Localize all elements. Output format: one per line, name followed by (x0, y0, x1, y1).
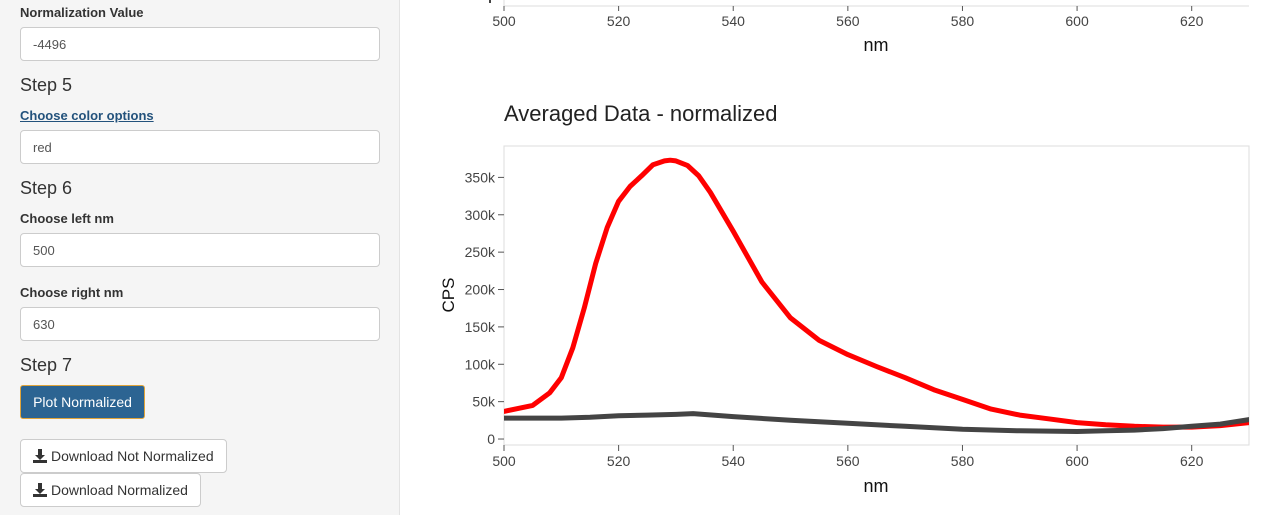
top-x-tick-label: 560 (836, 13, 860, 29)
y-tick-label: 150k (465, 319, 496, 335)
chart-frame (503, 145, 1250, 446)
top-x-tick-label: 620 (1180, 13, 1204, 29)
top-x-tick-label: 540 (722, 13, 746, 29)
y-tick-label: 0 (487, 431, 495, 447)
plot-normalized-label: Plot Normalized (33, 394, 132, 410)
sidebar-panel: Normalization Value Step 5 Choose color … (0, 0, 400, 515)
download-icon (33, 483, 47, 497)
x-tick-label: 600 (1065, 453, 1089, 469)
series-line-2 (504, 411, 1249, 434)
top-x-tick-label: 520 (607, 13, 631, 29)
step7-heading: Step 7 (20, 355, 73, 375)
top-x-tick-label: 500 (492, 13, 516, 29)
x-tick-label: 520 (607, 453, 631, 469)
y-tick-label: 300k (465, 207, 496, 223)
step6-heading: Step 6 (20, 178, 73, 198)
download-icon (33, 449, 47, 463)
x-tick-label: 580 (951, 453, 975, 469)
right-nm-label: Choose right nm (20, 285, 124, 300)
normalization-value-label: Normalization Value (20, 5, 144, 20)
step5-heading: Step 5 (20, 75, 73, 95)
color-option-input[interactable] (20, 130, 380, 164)
y-tick-label: 50k (472, 394, 496, 410)
download-normalized-button[interactable]: Download Normalized (20, 473, 201, 507)
plots-svg: 500 520 540 560 580 600 620 nm Averaged Data -… (439, 0, 1250, 496)
choose-color-options-link[interactable]: Choose color options (20, 108, 154, 123)
averaged-normalized-chart: Averaged Data - normalized 0 50k 100k 150k 2… (439, 101, 1250, 496)
y-tick-label: 250k (465, 244, 496, 260)
x-tick-label: 620 (1180, 453, 1204, 469)
plot-normalized-button[interactable]: Plot Normalized (20, 385, 145, 419)
normalization-value-input[interactable] (20, 27, 380, 61)
download-not-normalized-label: Download Not Normalized (51, 448, 214, 464)
x-tick-label: 540 (722, 453, 746, 469)
chart-title: Averaged Data - normalized (504, 101, 778, 126)
y-axis-label: CPS (439, 278, 458, 313)
y-tick-label: 350k (465, 169, 496, 185)
left-nm-label: Choose left nm (20, 211, 114, 226)
x-axis-label: nm (863, 476, 888, 496)
y-tick-label: 100k (465, 356, 496, 372)
left-nm-input[interactable] (20, 233, 380, 267)
download-normalized-label: Download Normalized (51, 482, 188, 498)
series-line-1 (504, 157, 1249, 430)
plot-area: 500 520 540 560 580 600 620 nm Averaged Data -… (400, 0, 1279, 515)
top-plot: 500 520 540 560 580 600 620 nm (489, 0, 1249, 55)
top-plot-xlabel: nm (863, 35, 888, 55)
right-nm-input[interactable] (20, 307, 380, 341)
x-tick-label: 560 (836, 453, 860, 469)
top-x-tick-label: 600 (1065, 13, 1089, 29)
x-tick-label: 500 (492, 453, 516, 469)
download-not-normalized-button[interactable]: Download Not Normalized (20, 439, 227, 473)
top-x-tick-label: 580 (951, 13, 975, 29)
y-tick-label: 200k (465, 282, 496, 298)
